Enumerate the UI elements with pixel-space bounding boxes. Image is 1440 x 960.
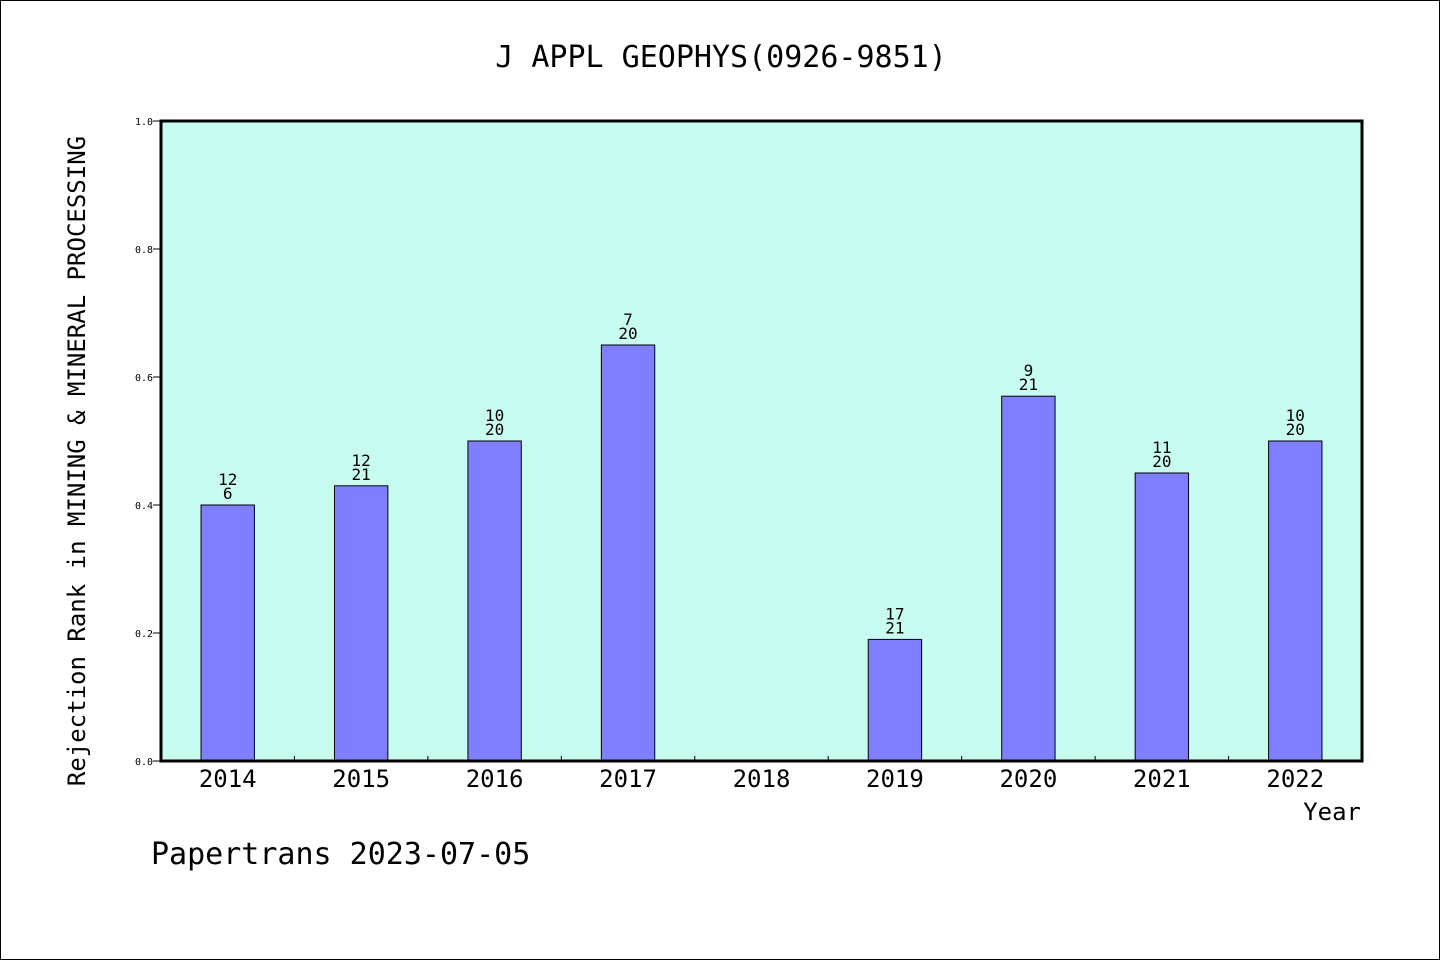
bar [867, 638, 923, 762]
bar-label-top: 11 [1152, 438, 1171, 457]
bar-label-top: 10 [485, 406, 504, 425]
bar-label-top: 17 [885, 604, 904, 623]
bar-label-bottom: 20 [485, 420, 504, 439]
y-tick-label: 1.0 [135, 117, 153, 128]
bar [333, 485, 389, 762]
x-tick-label: 2018 [733, 765, 791, 793]
y-tick-label: 0.4 [135, 501, 153, 512]
bar [1001, 395, 1056, 762]
x-tick-label: 2016 [466, 765, 524, 793]
bar [1134, 472, 1190, 762]
plot-frame [159, 119, 1364, 763]
bar-label-bottom: 20 [618, 324, 637, 343]
bar [467, 440, 522, 762]
bar-label-top: 12 [218, 470, 237, 489]
x-tick-label: 2022 [1266, 765, 1324, 793]
axis-ticks: 2014 2015 2016 2017 2018 2019 2020 2021 20220.00… [135, 117, 1324, 793]
bar-label-bottom: 21 [885, 618, 904, 637]
chart-title: J APPL GEOPHYS(0926-9851) [495, 40, 947, 75]
footer-text: Papertrans 2023-07-05 [151, 837, 530, 872]
bar-label-bottom: 20 [1152, 452, 1171, 471]
bar-label-top: 10 [1286, 406, 1305, 425]
y-tick-label: 0.6 [135, 373, 153, 384]
bar [1268, 440, 1323, 762]
y-axis-label: Rejection Rank in MINING & MINERAL PROCE… [63, 136, 91, 786]
x-tick-label: 2020 [999, 765, 1057, 793]
bar-label-bottom: 20 [1286, 420, 1305, 439]
bar-label-top: 7 [623, 310, 633, 329]
y-tick-label: 0.8 [135, 245, 153, 256]
bar-label-bottom: 21 [352, 465, 371, 484]
bar [600, 344, 656, 762]
bar [200, 504, 255, 762]
x-tick-label: 2019 [866, 765, 924, 793]
y-tick-label: 0.2 [135, 629, 153, 640]
x-tick-label: 2014 [199, 765, 257, 793]
x-tick-label: 2017 [599, 765, 657, 793]
bar-label-top: 12 [352, 451, 371, 470]
bar-label-bottom: 6 [223, 484, 233, 503]
x-tick-label: 2021 [1133, 765, 1191, 793]
x-axis-label: Year [1303, 798, 1361, 826]
bar-label-bottom: 21 [1019, 375, 1038, 394]
y-tick-label: 0.0 [135, 757, 153, 768]
bar-label-top: 9 [1024, 361, 1034, 380]
x-tick-label: 2015 [332, 765, 390, 793]
